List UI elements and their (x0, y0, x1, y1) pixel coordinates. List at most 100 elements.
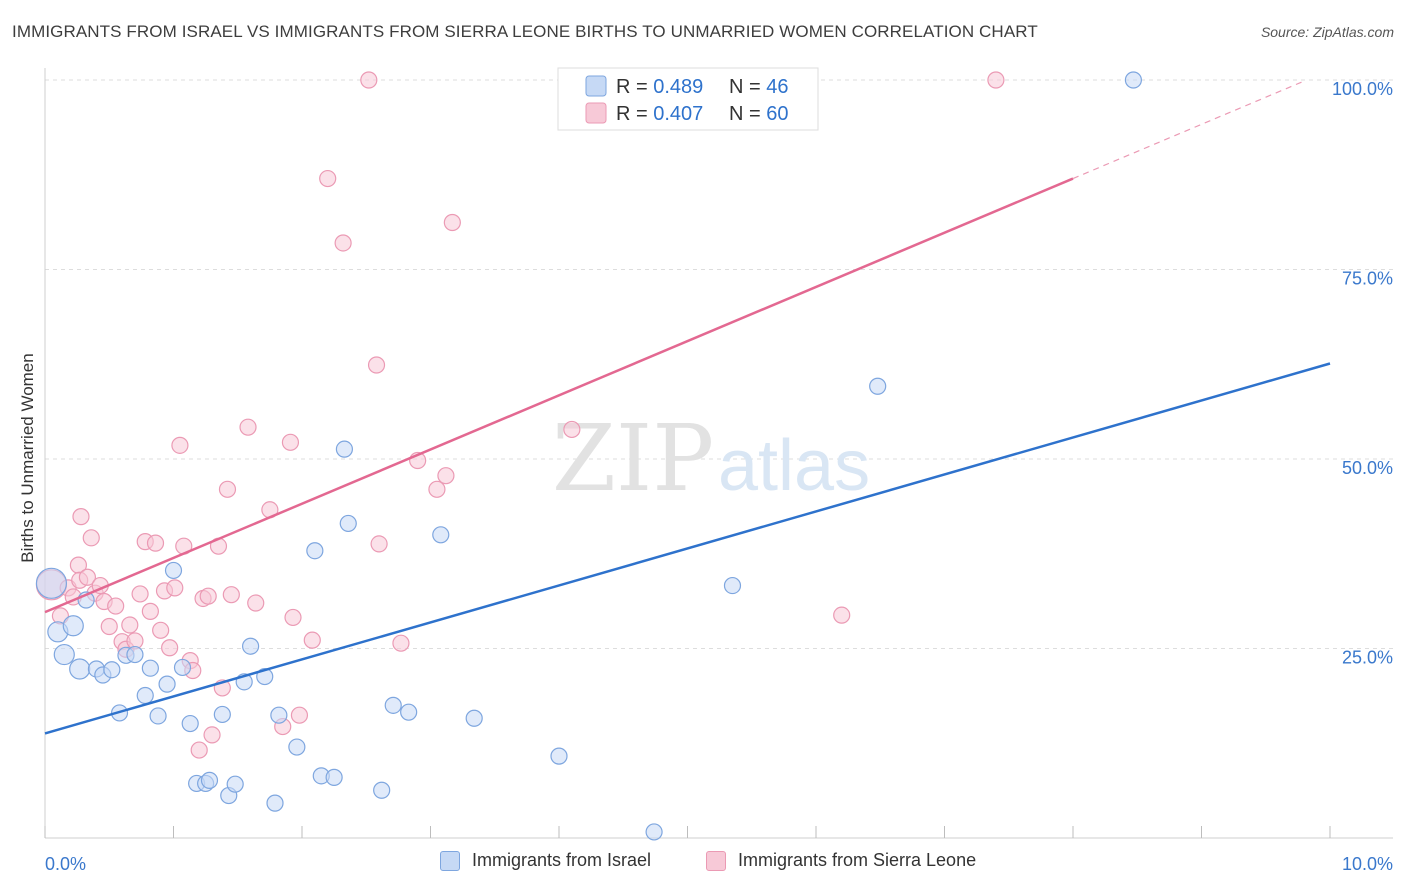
point-sierra-leone (171, 436, 189, 454)
legend-sierra-leone-n-label: N = (729, 103, 766, 125)
legend-swatch-sierra-leone (585, 102, 607, 124)
legend-label-sierra-leone: Immigrants from Sierra Leone (738, 850, 977, 870)
legend-israel-r-label: R = (616, 76, 653, 98)
point-israel (335, 440, 354, 458)
point-sierra-leone (82, 529, 100, 547)
point-israel (141, 659, 159, 677)
point-israel (103, 661, 121, 679)
legend-sierra-leone-n-value: 60 (766, 103, 788, 125)
point-sierra-leone (78, 568, 97, 586)
svg-text:R = 0.489: R = 0.489 (616, 76, 703, 98)
y-axis-label: Births to Unmarried Women (18, 353, 37, 562)
point-sierra-leone (190, 741, 208, 759)
point-israel (53, 643, 75, 666)
point-israel (339, 514, 357, 533)
trend-extension-sierra-leone (1072, 80, 1305, 180)
point-israel (200, 771, 219, 789)
legend-swatch-sierra-leone-bottom (706, 850, 726, 871)
point-sierra-leone (284, 608, 302, 627)
trend-lines (44, 80, 1331, 735)
point-israel (306, 542, 324, 560)
point-israel (270, 706, 288, 724)
point-sierra-leone (987, 71, 1005, 89)
point-israel (158, 675, 176, 693)
point-israel (869, 377, 887, 395)
point-israel (164, 561, 183, 580)
point-israel (181, 714, 199, 733)
trend-line-israel (44, 362, 1331, 735)
point-sierra-leone (141, 602, 159, 620)
point-sierra-leone (146, 534, 165, 552)
point-sierra-leone (370, 535, 388, 553)
point-sierra-leone (833, 606, 851, 624)
point-sierra-leone (392, 634, 410, 652)
axes (44, 68, 1393, 839)
point-israel (226, 775, 244, 793)
legend-sierra-leone-r-label: R = (616, 103, 653, 125)
gridlines (45, 79, 1393, 649)
legend-label-israel: Immigrants from Israel (472, 850, 652, 870)
point-sierra-leone (281, 433, 300, 451)
series-sierra-leone-points (35, 71, 1005, 759)
point-israel (136, 686, 154, 705)
point-sierra-leone (100, 617, 118, 636)
point-sierra-leone (443, 213, 461, 232)
source-credit: Source: ZipAtlas.com (1260, 24, 1394, 40)
point-sierra-leone (152, 621, 170, 639)
point-sierra-leone (166, 579, 184, 597)
x-tick-label: 10.0% (1342, 854, 1393, 874)
point-sierra-leone (239, 418, 257, 436)
svg-text:N = 60: N = 60 (729, 103, 789, 125)
point-israel (432, 526, 450, 544)
point-sierra-leone (563, 420, 581, 439)
point-sierra-leone (290, 706, 309, 724)
series-israel-points (35, 71, 1142, 841)
point-israel (62, 615, 84, 637)
point-sierra-leone (72, 508, 90, 526)
point-sierra-leone (199, 587, 217, 605)
point-sierra-leone (334, 234, 352, 252)
point-israel (173, 658, 192, 677)
point-israel (384, 696, 402, 714)
point-sierra-leone (303, 631, 321, 649)
point-sierra-leone (218, 480, 237, 498)
legend-sierra-leone-r-value: 0.407 (653, 103, 703, 125)
legend-stats: R = 0.489 N = 46 R = 0.407 N = 60 (557, 67, 819, 131)
zipatlas-watermark: ZIP atlas (552, 405, 870, 512)
point-sierra-leone (367, 356, 386, 374)
point-sierra-leone (360, 71, 378, 89)
y-tick-label: 75.0% (1342, 269, 1393, 289)
point-israel (213, 705, 231, 724)
point-israel (126, 645, 144, 664)
point-israel (1124, 71, 1142, 89)
svg-text:R = 0.407: R = 0.407 (616, 103, 703, 125)
x-tick-labels: 0.0% 10.0% (45, 854, 1393, 874)
legend-item-sierra-leone[interactable]: Immigrants from Sierra Leone (706, 850, 976, 871)
point-sierra-leone (131, 585, 149, 603)
svg-text:N = 46: N = 46 (729, 76, 789, 98)
point-israel (69, 658, 91, 680)
watermark-zip: ZIP (552, 405, 714, 512)
y-tick-labels: 25.0% 50.0% 75.0% 100.0% (1332, 79, 1393, 668)
legend-swatch-israel (585, 75, 607, 97)
point-sierra-leone (161, 639, 179, 657)
legend-israel-n-value: 46 (766, 76, 788, 98)
watermark-atlas: atlas (718, 426, 870, 506)
point-sierra-leone (121, 616, 139, 634)
legend-item-israel[interactable]: Immigrants from Israel (440, 850, 651, 871)
point-israel (723, 576, 742, 595)
point-israel (550, 747, 568, 765)
y-tick-label: 25.0% (1342, 648, 1393, 668)
point-israel (325, 768, 343, 786)
point-israel (149, 707, 167, 725)
point-israel (465, 709, 483, 727)
point-sierra-leone (203, 726, 221, 744)
legend-israel-r-value: 0.489 (653, 76, 703, 98)
chart-title: IMMIGRANTS FROM ISRAEL VS IMMIGRANTS FRO… (12, 22, 1038, 41)
point-israel (645, 823, 663, 841)
trend-line-sierra-leone (44, 177, 1074, 614)
point-sierra-leone (428, 480, 446, 498)
point-israel (373, 781, 391, 799)
point-israel (242, 637, 260, 655)
